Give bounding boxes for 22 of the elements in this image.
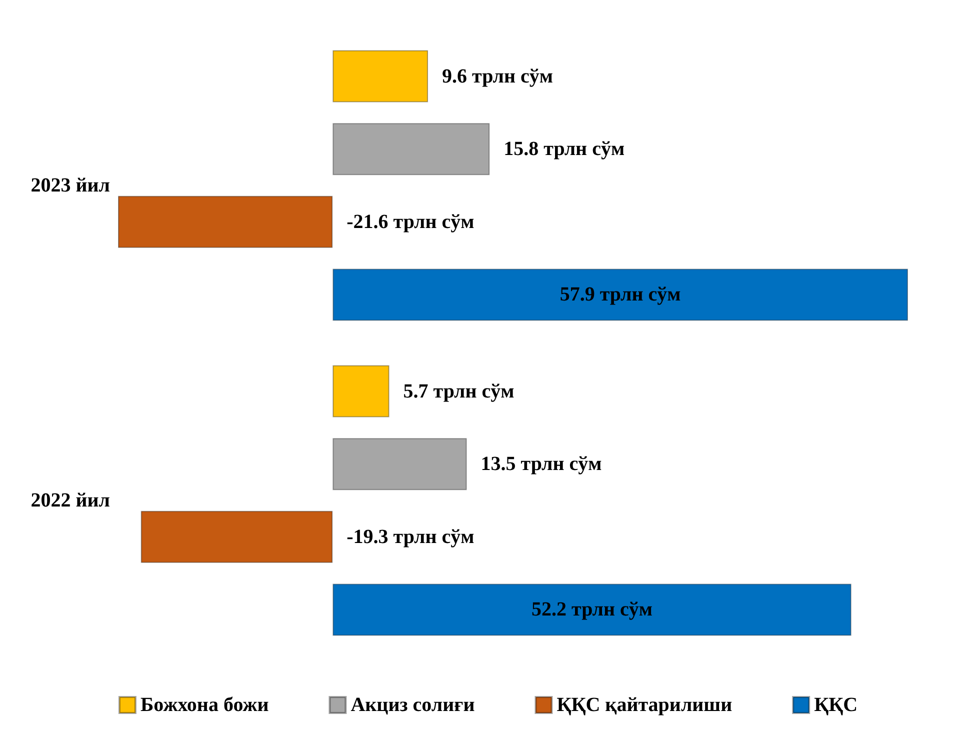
bar xyxy=(118,196,333,248)
bar xyxy=(332,438,467,490)
y-tick-label: 2023 йил xyxy=(30,174,110,196)
legend-label: Божхона божи xyxy=(140,694,269,716)
bar xyxy=(332,584,852,636)
bar xyxy=(140,510,333,563)
data-label: 9.6 трлн сўм xyxy=(442,65,553,88)
data-label: 5.7 трлн сўм xyxy=(403,380,514,402)
bar xyxy=(332,50,428,102)
bar xyxy=(332,268,908,321)
data-label: -21.6 трлн сўм xyxy=(346,210,474,233)
bar xyxy=(332,365,390,418)
y-tick-label: 2022 йил xyxy=(30,490,110,512)
legend-label: ҚҚС xyxy=(814,694,858,716)
bar xyxy=(332,123,490,176)
data-label: 13.5 трлн сўм xyxy=(480,453,602,476)
legend-label: ҚҚС қайтарилиши xyxy=(556,694,732,716)
data-label: -19.3 трлн сўм xyxy=(346,526,474,548)
legend-label: Акциз солиғи xyxy=(350,694,475,716)
data-label: 15.8 трлн сўм xyxy=(504,138,625,160)
data-label: 52.2 трлн сўм xyxy=(532,598,652,621)
data-label: 57.9 трлн сўм xyxy=(560,284,681,306)
